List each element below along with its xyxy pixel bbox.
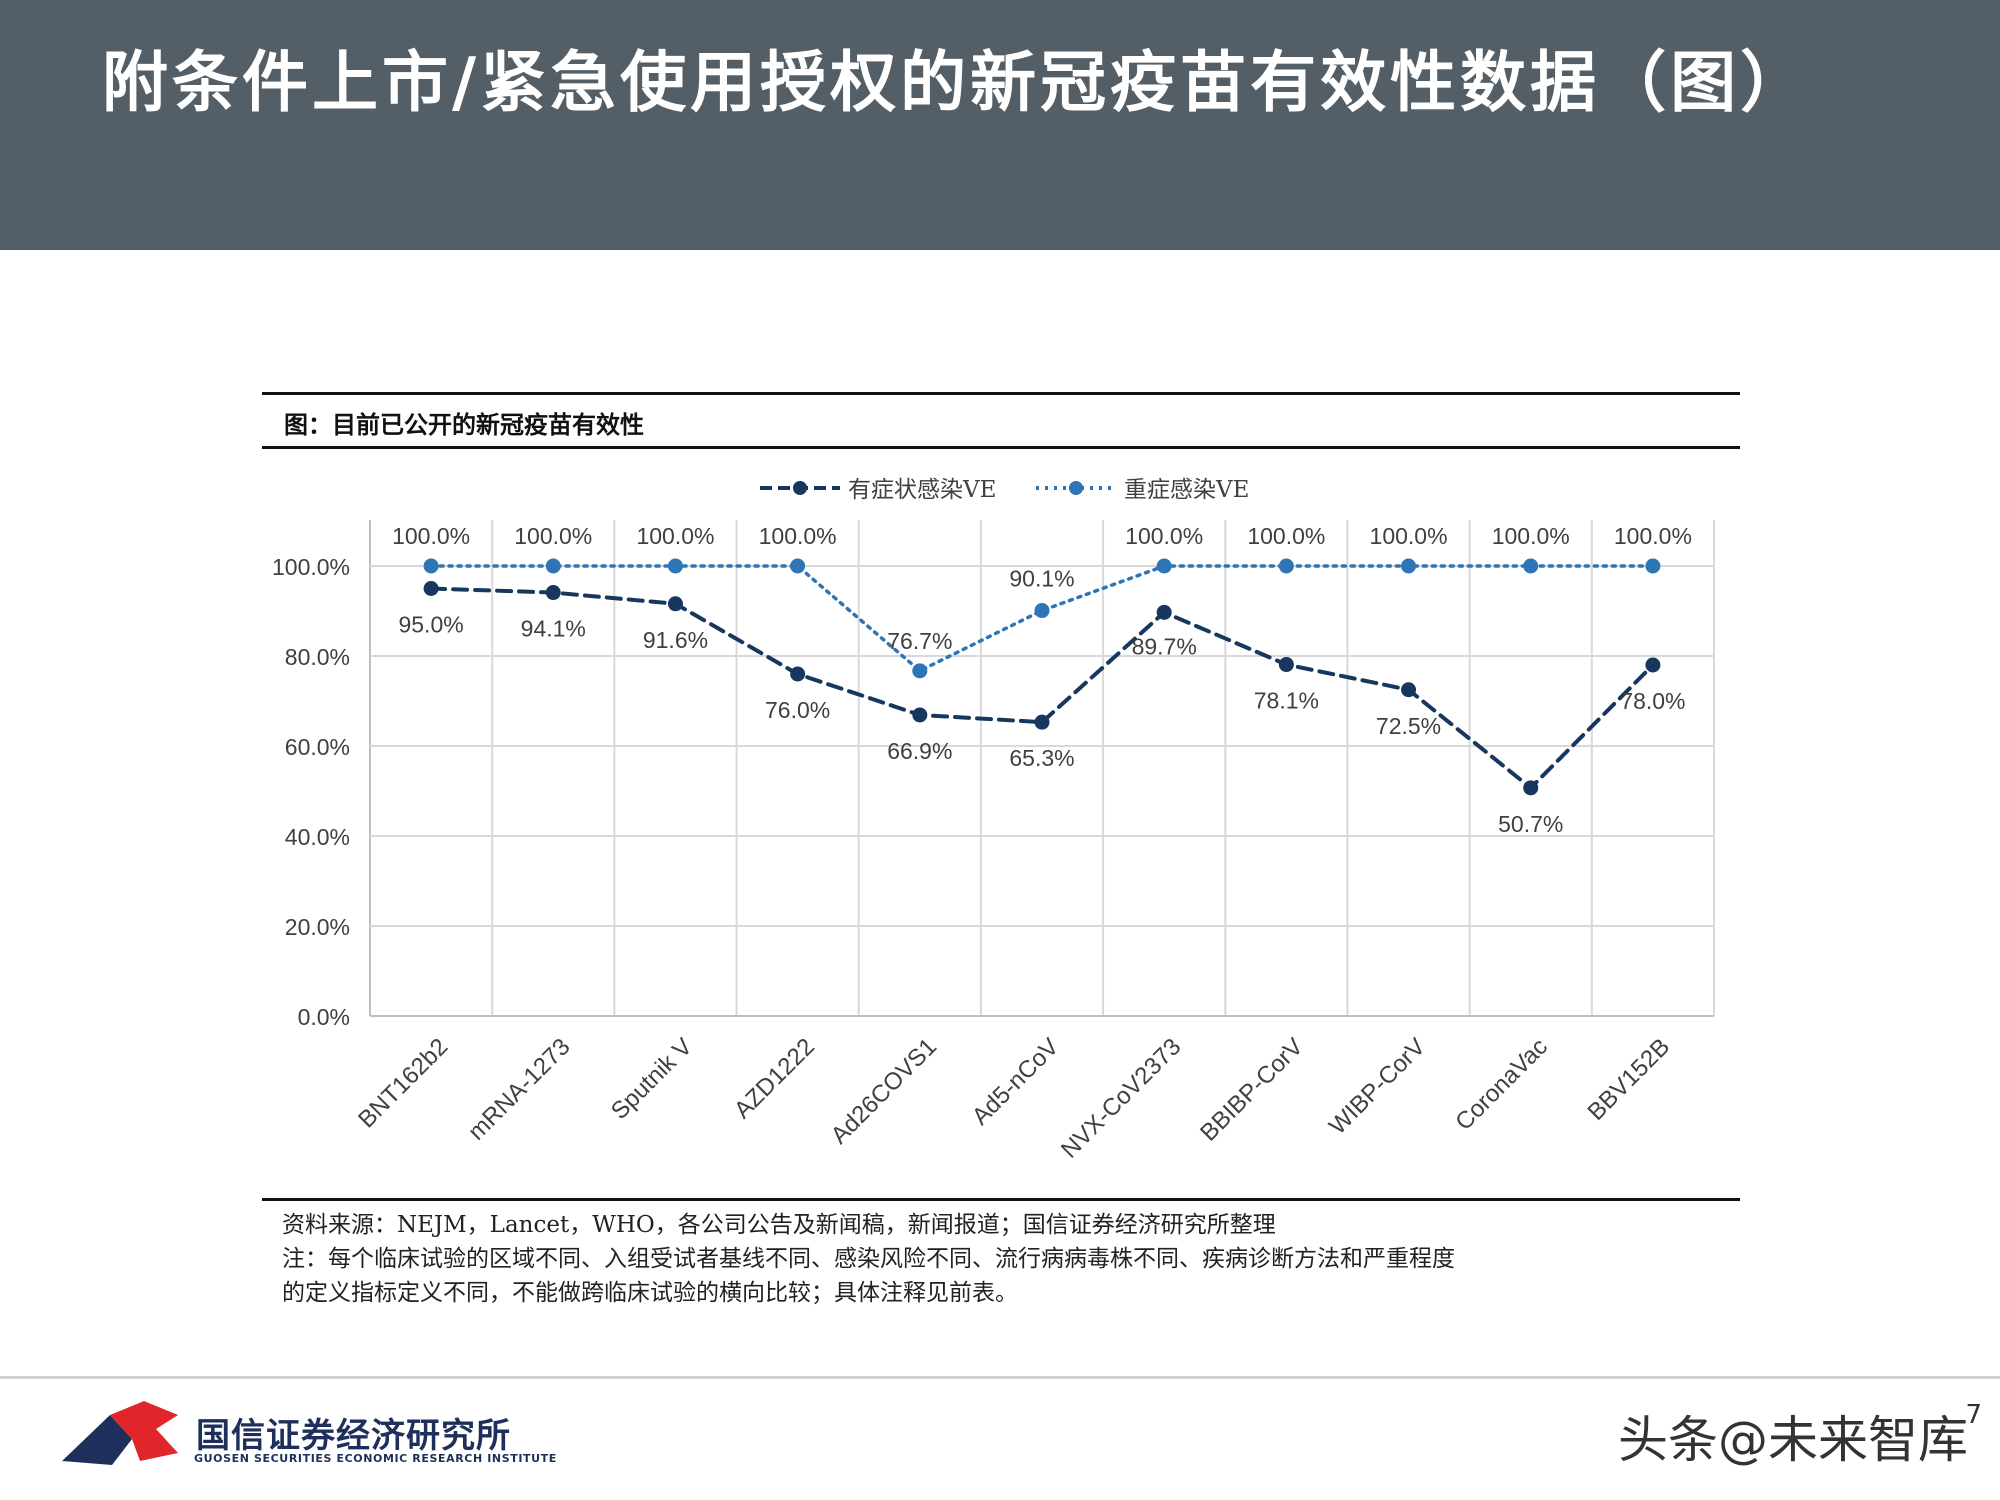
symptomatic-ve-label: 78.0% <box>1620 688 1685 714</box>
figure-bottom-rule <box>262 1198 1740 1201</box>
severe-ve-point <box>667 558 683 574</box>
org-name: 国信证券经济研究所 <box>196 1416 511 1456</box>
x-tick-label: Ad26COVS1 <box>826 1033 942 1149</box>
legend-symptomatic-ve-marker <box>793 481 807 495</box>
severe-ve-point <box>790 558 806 574</box>
x-tick-label: NVX-CoV2373 <box>1056 1033 1186 1163</box>
symptomatic-ve-label: 66.9% <box>887 738 952 764</box>
y-tick-label: 20.0% <box>285 914 350 940</box>
x-tick-label: CoronaVac <box>1450 1033 1553 1136</box>
severe-ve-line <box>429 564 1655 673</box>
legend-severe-ve-text: 重症感染VE <box>1124 477 1249 503</box>
source-line: 资料来源：NEJM，Lancet，WHO，各公司公告及新闻稿，新闻报道；国信证券… <box>282 1212 1276 1238</box>
severe-ve-point <box>1156 558 1172 574</box>
y-tick-label: 100.0% <box>272 554 350 580</box>
severe-ve-label: 90.1% <box>1009 566 1074 592</box>
legend-severe-ve-marker <box>1069 481 1083 495</box>
header-banner: 附条件上市/紧急使用授权的新冠疫苗有效性数据（图） <box>0 0 2000 250</box>
symptomatic-ve-point <box>1645 657 1661 673</box>
severe-ve-label: 100.0% <box>1247 523 1325 549</box>
severe-ve-point <box>545 558 561 574</box>
symptomatic-ve-label: 65.3% <box>1009 745 1074 771</box>
y-tick-label: 0.0% <box>298 1004 350 1030</box>
figure-title: 图：目前已公开的新冠疫苗有效性 <box>284 410 644 439</box>
severe-ve-label: 100.0% <box>392 523 470 549</box>
severe-ve-label: 76.7% <box>887 628 952 654</box>
watermark: 头条@未来智库 <box>1618 1411 1968 1469</box>
symptomatic-ve-label: 91.6% <box>643 627 708 653</box>
symptomatic-ve-label: 95.0% <box>398 612 463 638</box>
symptomatic-ve-point <box>545 585 561 601</box>
symptomatic-ve-point <box>423 581 439 596</box>
x-tick-label: BBV152B <box>1582 1033 1675 1126</box>
symptomatic-ve-label: 50.7% <box>1498 811 1563 837</box>
x-tick-label: AZD1222 <box>729 1033 820 1124</box>
page-title: 附条件上市/紧急使用授权的新冠疫苗有效性数据（图） <box>102 43 1811 121</box>
figure-top-rule <box>262 392 1740 395</box>
x-tick-label: Sputnik V <box>606 1033 698 1125</box>
symptomatic-ve-point <box>912 707 928 723</box>
symptomatic-ve-point <box>1523 780 1539 796</box>
severe-ve-label: 100.0% <box>1125 523 1203 549</box>
symptomatic-ve-label: 94.1% <box>521 616 586 642</box>
x-tick-label: BNT162b2 <box>353 1033 453 1133</box>
page-number: 7 <box>1965 1400 1982 1430</box>
symptomatic-ve-label: 72.5% <box>1376 713 1441 739</box>
symptomatic-ve-label: 76.0% <box>765 697 830 723</box>
footer-divider <box>0 1376 2000 1379</box>
severe-ve-label: 100.0% <box>514 523 592 549</box>
symptomatic-ve-point <box>1278 657 1294 673</box>
severe-ve-point <box>1523 558 1539 574</box>
x-tick-label: WIBP-CorV <box>1324 1033 1431 1140</box>
guosen-logo-icon <box>62 1401 178 1465</box>
severe-ve-point <box>1278 558 1294 574</box>
severe-ve-label: 100.0% <box>1614 523 1692 549</box>
org-name-en: GUOSEN SECURITIES ECONOMIC RESEARCH INST… <box>194 1452 557 1465</box>
severe-ve-label: 100.0% <box>636 523 714 549</box>
severe-ve-point <box>1034 603 1050 619</box>
symptomatic-ve-point <box>1034 714 1050 730</box>
severe-ve-point <box>1645 558 1661 574</box>
severe-ve-label: 100.0% <box>1492 523 1570 549</box>
x-tick-label: BBIBP-CorV <box>1195 1033 1308 1146</box>
y-tick-label: 80.0% <box>285 644 350 670</box>
symptomatic-ve-point <box>790 666 806 682</box>
severe-ve-label: 100.0% <box>1370 523 1448 549</box>
severe-ve-point <box>1401 558 1417 574</box>
source-notes: 资料来源：NEJM，Lancet，WHO，各公司公告及新闻稿，新闻报道；国信证券… <box>282 1208 1742 1310</box>
severe-ve-label: 100.0% <box>759 523 837 549</box>
y-tick-label: 40.0% <box>285 824 350 850</box>
symptomatic-ve-point <box>1156 604 1172 620</box>
symptomatic-ve-point <box>667 596 683 612</box>
y-tick-label: 60.0% <box>285 734 350 760</box>
severe-ve-point <box>423 558 439 574</box>
note-line-1: 注：每个临床试验的区域不同、入组受试者基线不同、感染风险不同、流行病病毒株不同、… <box>282 1246 1455 1272</box>
figure-title-rule <box>262 446 1740 449</box>
note-line-2: 的定义指标定义不同，不能做跨临床试验的横向比较；具体注释见前表。 <box>282 1280 1018 1306</box>
legend-symptomatic-ve-text: 有症状感染VE <box>848 477 996 503</box>
x-tick-label: mRNA-1273 <box>463 1033 575 1145</box>
severe-ve-point <box>912 663 928 679</box>
symptomatic-ve-label: 78.1% <box>1254 688 1319 714</box>
symptomatic-ve-label: 89.7% <box>1132 633 1197 659</box>
symptomatic-ve-point <box>1401 682 1417 698</box>
x-tick-label: Ad5-nCoV <box>967 1033 1064 1130</box>
